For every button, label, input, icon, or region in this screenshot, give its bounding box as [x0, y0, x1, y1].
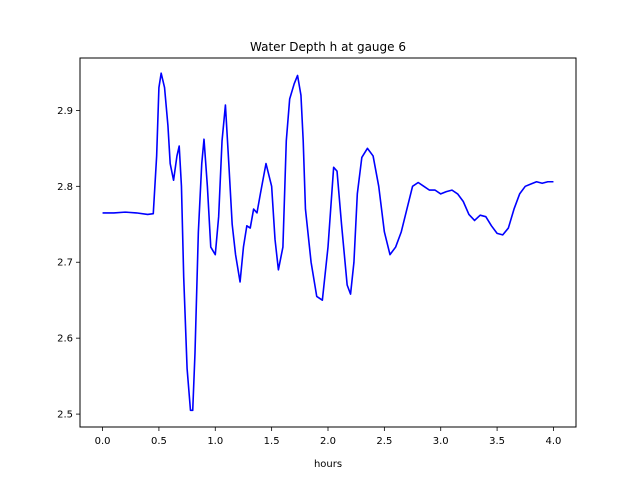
- x-tick-label: 2.0: [320, 436, 336, 447]
- y-tick-label: 2.7: [57, 258, 73, 269]
- x-tick-label: 0.5: [151, 436, 167, 447]
- x-tick-label: 1.5: [264, 436, 280, 447]
- chart-title: Water Depth h at gauge 6: [250, 40, 406, 54]
- x-tick-label: 4.0: [546, 436, 562, 447]
- x-tick-label: 3.5: [489, 436, 505, 447]
- series-line-0: [102, 72, 554, 412]
- y-tick-label: 2.5: [57, 410, 73, 421]
- x-axis-label: hours: [314, 459, 342, 470]
- x-tick-label: 0.0: [95, 436, 111, 447]
- y-tick-label: 2.8: [57, 182, 73, 193]
- x-tick-label: 1.0: [207, 436, 223, 447]
- x-axis: 0.0 0.5 1.0 1.5 2.0 2.5 3.0 3.5 4.0: [95, 427, 562, 447]
- x-tick-label: 2.5: [376, 436, 392, 447]
- x-tick-label: 3.0: [433, 436, 449, 447]
- y-tick-label: 2.6: [57, 334, 73, 345]
- y-tick-label: 2.9: [57, 106, 73, 117]
- series-layer: [102, 72, 554, 412]
- y-axis: 2.5 2.6 2.7 2.8 2.9: [57, 106, 80, 421]
